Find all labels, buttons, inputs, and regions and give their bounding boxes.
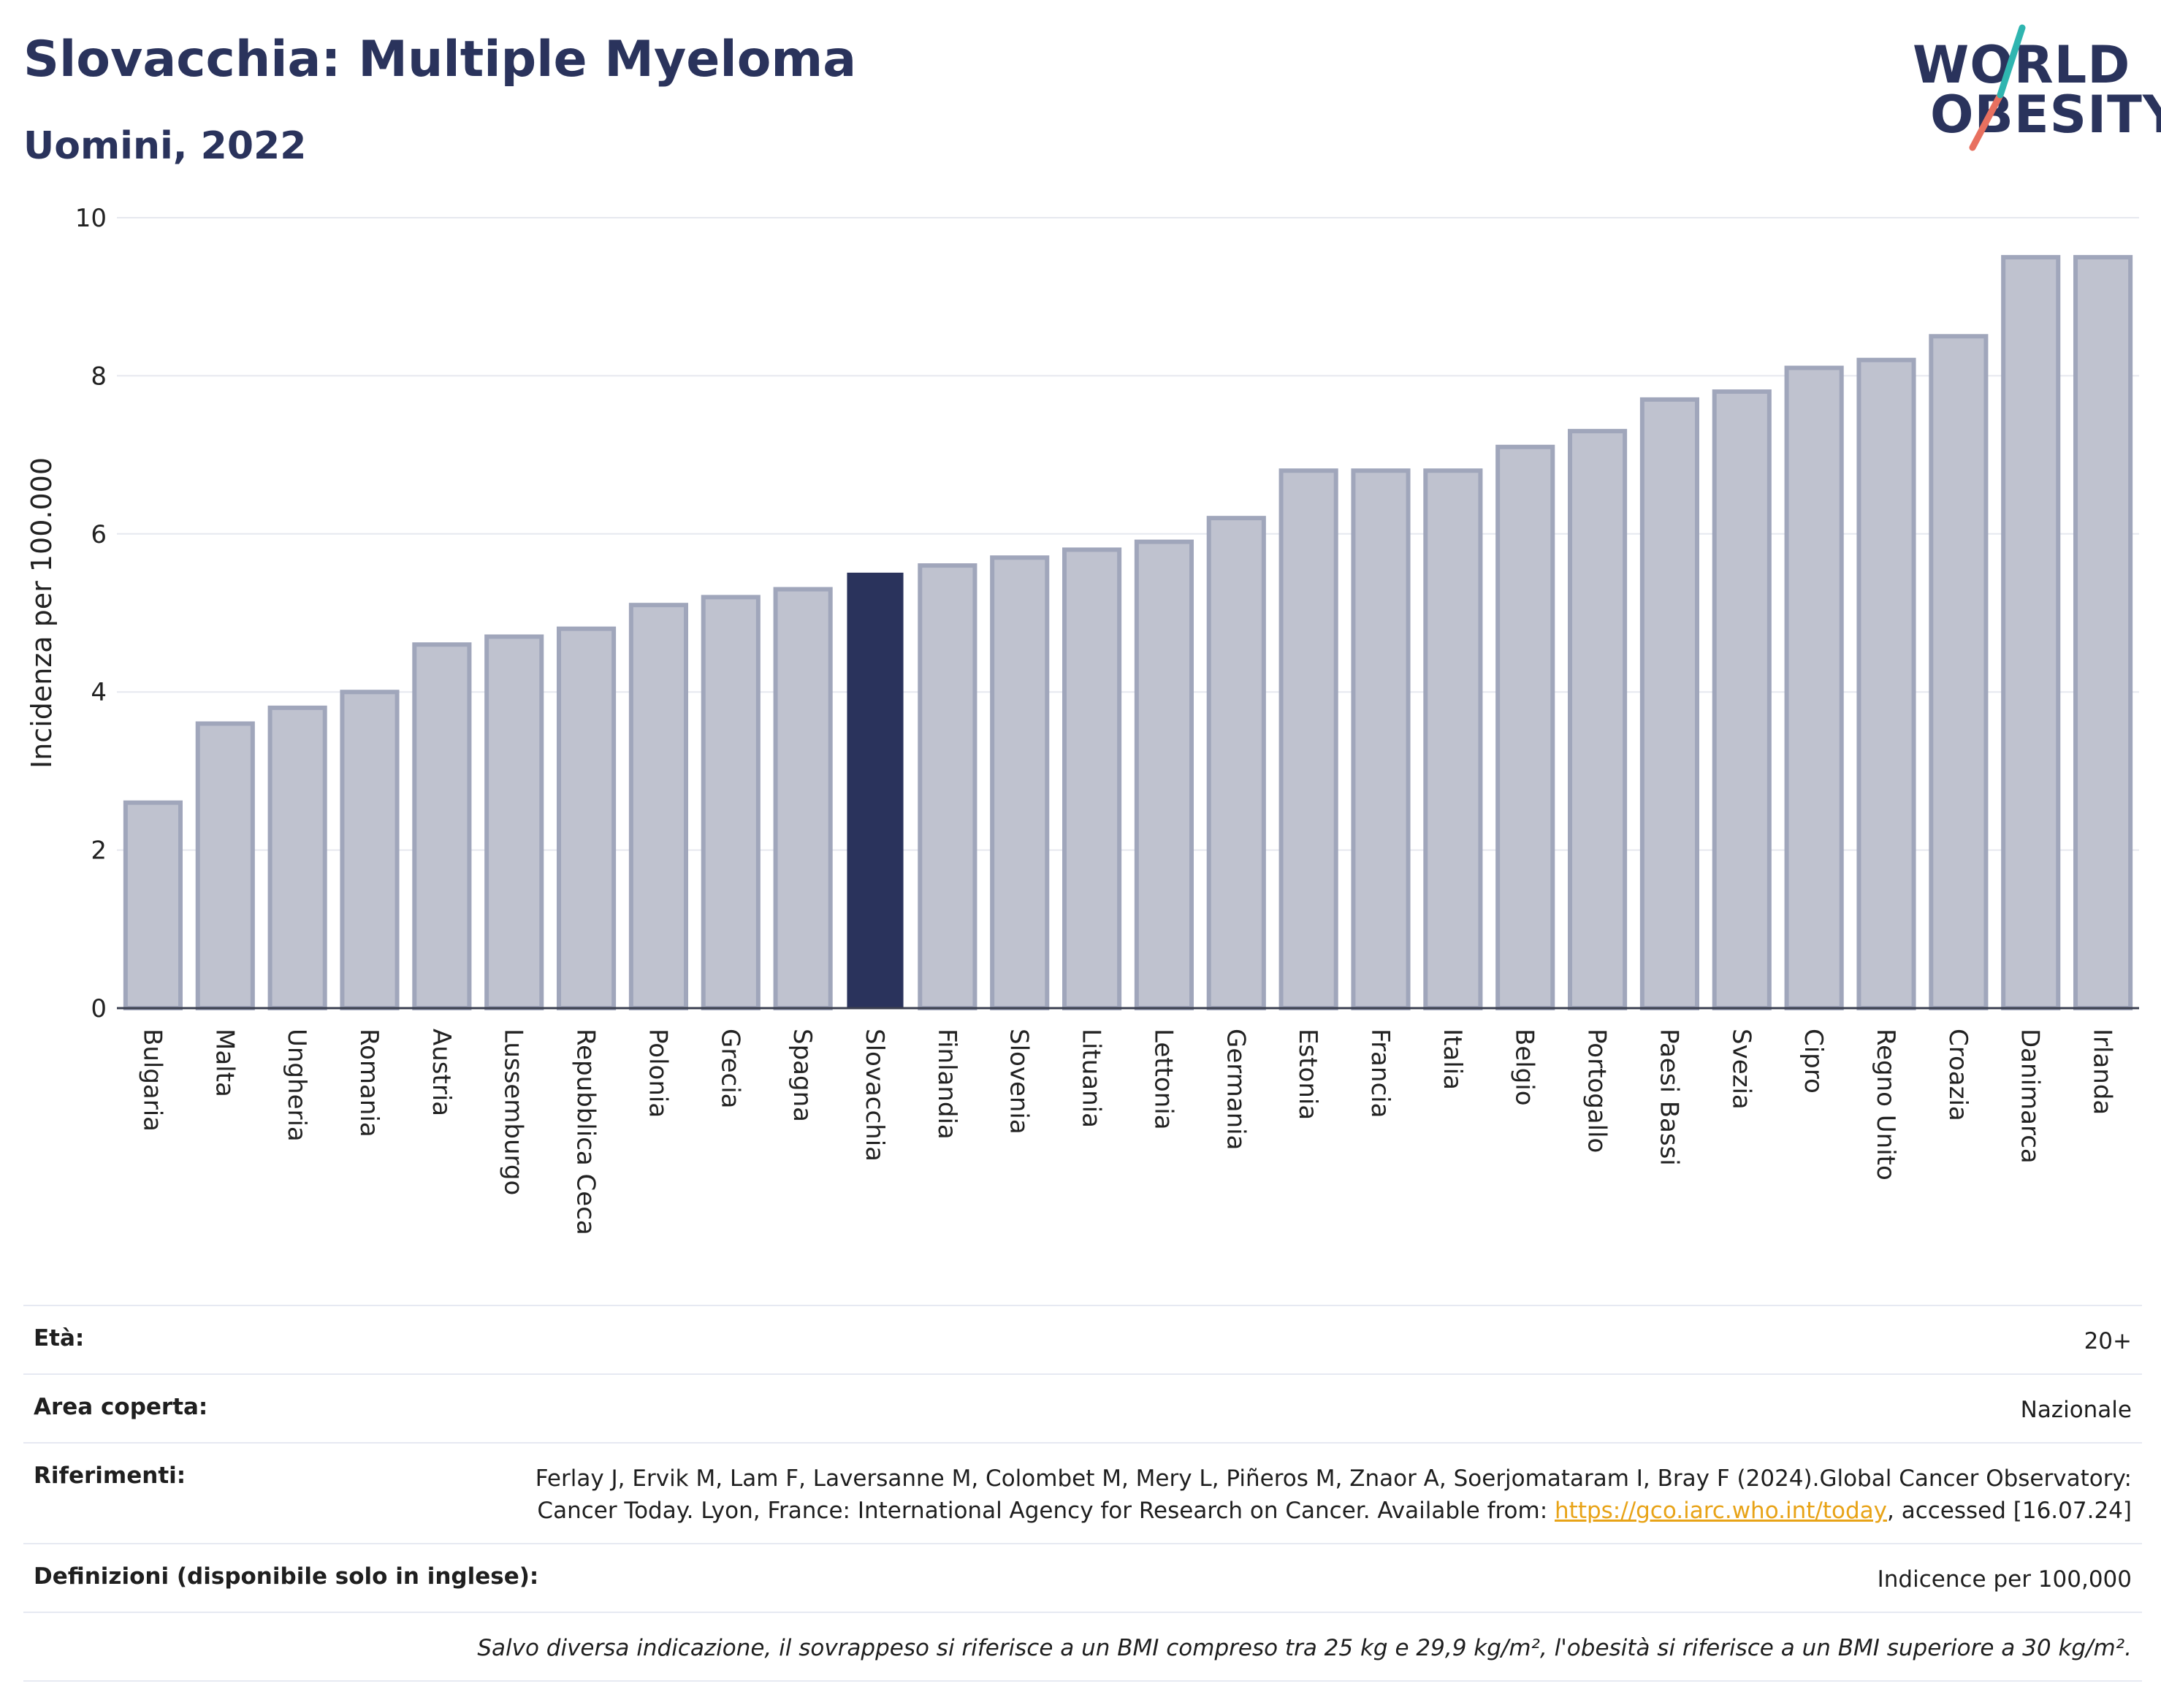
y-tick-label: 0 [91, 994, 107, 1023]
info-row-references: Riferimenti: Ferlay J, Ervik M, Lam F, L… [23, 1442, 2142, 1543]
x-tick-label: Lettonia [1148, 1029, 1178, 1130]
info-row-note: Salvo diversa indicazione, il sovrappeso… [23, 1612, 2142, 1682]
x-tick-label: Irlanda [2088, 1029, 2117, 1115]
x-tick-label: Malta [210, 1029, 239, 1097]
chart-subtitle: Uomini, 2022 [23, 124, 307, 168]
bar [1351, 468, 1411, 1010]
x-tick-label: Slovacchia [860, 1029, 889, 1162]
x-tick-label: Polonia [643, 1029, 672, 1118]
area-value: Nazionale [2020, 1397, 2132, 1423]
x-tick-label: Grecia [715, 1029, 744, 1108]
x-tick-label: Estonia [1293, 1029, 1322, 1120]
area-label: Area coperta: [34, 1394, 208, 1420]
y-tick-label: 6 [91, 520, 107, 549]
bar [412, 642, 472, 1011]
bmi-note: Salvo diversa indicazione, il sovrappeso… [477, 1635, 2132, 1661]
definitions-label: Definizioni (disponibile solo in inglese… [34, 1563, 539, 1590]
y-tick-label: 8 [91, 362, 107, 391]
x-tick-label: Bulgaria [137, 1029, 167, 1132]
x-tick-label: Belgio [1510, 1029, 1539, 1106]
x-tick-label: Repubblica Ceca [571, 1029, 601, 1235]
references-value: Ferlay J, Ervik M, Lam F, Laversanne M, … [466, 1463, 2132, 1527]
x-tick-label: Ungheria [282, 1029, 311, 1142]
x-tick-label: Lussemburgo [499, 1029, 528, 1195]
bar [1206, 516, 1266, 1011]
bar-chart: 0 2 4 6 8 10 Incidenza per 100.000 Bulgaria Malt… [26, 204, 2139, 1235]
info-row-area: Area coperta: Nazionale [23, 1373, 2142, 1442]
x-tick-label: Germania [1221, 1029, 1250, 1150]
bar [1784, 365, 1844, 1010]
bar [847, 572, 904, 1009]
bar [918, 563, 977, 1010]
age-value: 20+ [2084, 1328, 2132, 1354]
x-tick-label: Italia [1438, 1029, 1467, 1090]
bar [2073, 255, 2133, 1011]
bar [195, 721, 255, 1010]
x-tick-label: Paesi Bassi [1654, 1029, 1683, 1166]
bar [1712, 389, 1772, 1011]
x-tick-label: Slovenia [1005, 1029, 1034, 1135]
y-tick-label: 4 [91, 678, 107, 707]
bar [123, 800, 183, 1010]
bar [484, 634, 544, 1011]
logo-slash-icon [1969, 24, 2026, 151]
x-tick-label: Lituania [1077, 1029, 1106, 1128]
x-tick-label: Portogallo [1582, 1029, 1612, 1153]
bar [1278, 468, 1338, 1010]
bar [1423, 468, 1483, 1010]
bar [990, 555, 1050, 1010]
bar [628, 603, 688, 1010]
x-tick-label: Danimarca [2016, 1029, 2045, 1164]
bar [557, 626, 617, 1010]
info-row-definitions: Definizioni (disponibile solo in inglese… [23, 1543, 2142, 1612]
bar [701, 595, 761, 1010]
bar [1568, 429, 1628, 1010]
x-tick-label: Francia [1365, 1029, 1395, 1118]
info-table: Età: 20+ Area coperta: Nazionale Riferim… [23, 1305, 2142, 1682]
bar [773, 587, 833, 1010]
bar [2001, 255, 2061, 1011]
x-tick-label: Croazia [1943, 1029, 1973, 1121]
x-tick-label: Cipro [1799, 1029, 1828, 1094]
info-row-age: Età: 20+ [23, 1305, 2142, 1373]
x-tick-label: Finlandia [932, 1029, 961, 1140]
x-tick-label: Austria [427, 1029, 456, 1116]
references-label: Riferimenti: [34, 1463, 186, 1489]
definitions-value: Indicence per 100,000 [1877, 1566, 2132, 1593]
x-tick-label: Romania [354, 1029, 384, 1137]
chart-title: Slovacchia: Multiple Myeloma [23, 31, 857, 88]
references-accessed: , accessed [16.07.24] [1886, 1498, 2132, 1524]
x-tick-label: Regno Unito [1871, 1029, 1900, 1181]
bar [1639, 397, 1699, 1010]
references-text: Ferlay J, Ervik M, Lam F, Laversanne M, … [535, 1465, 2132, 1524]
x-tick-label: Spagna [788, 1029, 817, 1122]
world-obesity-logo: WORLD OBESITY [1907, 22, 2161, 153]
references-link[interactable]: https://gco.iarc.who.int/today [1555, 1498, 1887, 1524]
bar [1495, 444, 1555, 1010]
y-tick-label: 10 [75, 204, 107, 233]
bar [1929, 334, 1989, 1011]
x-tick-label: Svezia [1726, 1029, 1756, 1110]
bar [1134, 539, 1194, 1010]
bar [340, 690, 400, 1010]
logo-line-2: OBESITY [1930, 85, 2161, 145]
y-tick-label: 2 [91, 836, 107, 866]
bar [1062, 547, 1122, 1010]
age-label: Età: [34, 1325, 85, 1351]
bar [267, 705, 327, 1011]
y-axis-label: Incidenza per 100.000 [26, 457, 58, 769]
logo-line-1: WORLD [1913, 35, 2131, 95]
bar [1856, 357, 1916, 1010]
